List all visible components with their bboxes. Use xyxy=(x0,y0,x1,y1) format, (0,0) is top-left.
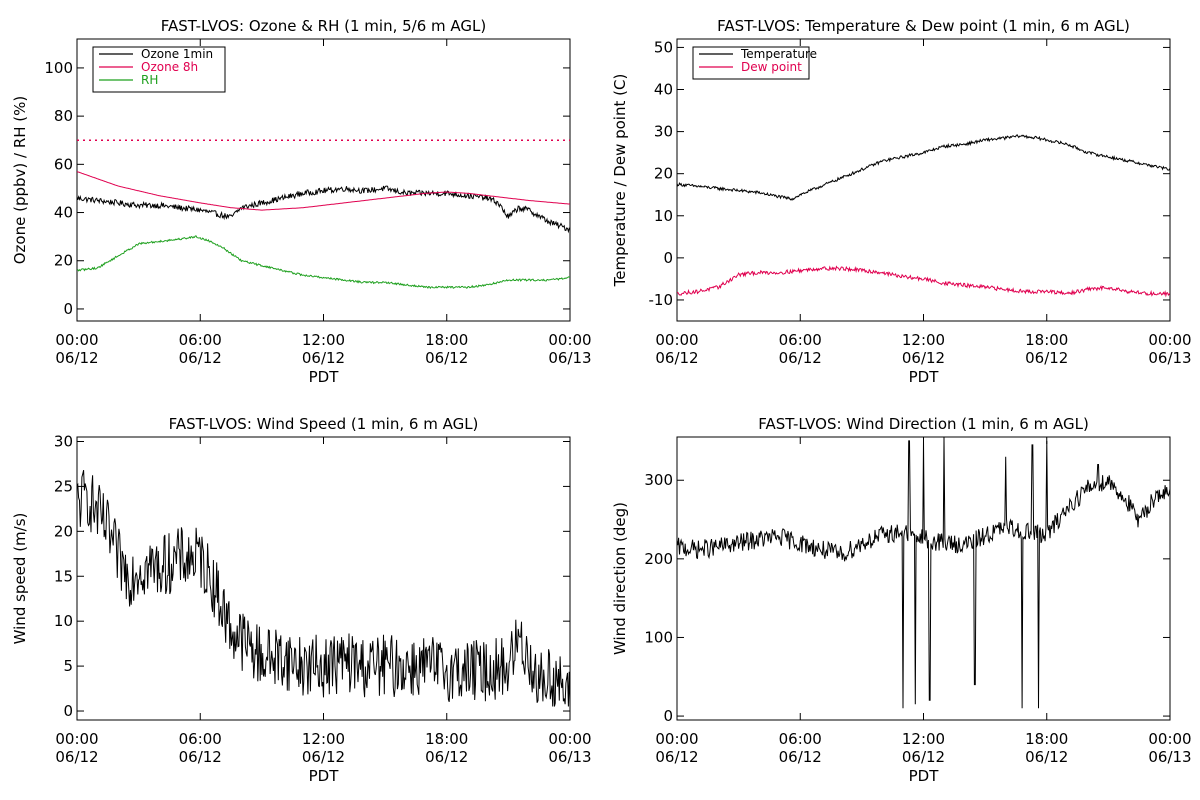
series-line-1 xyxy=(77,469,570,707)
x-tick-label: 06:00 xyxy=(779,331,822,349)
y-tick-label: 20 xyxy=(54,252,73,270)
y-tick-label: 300 xyxy=(644,471,673,489)
y-tick-label: 20 xyxy=(654,165,673,183)
y-axis-label: Wind speed (m/s) xyxy=(11,513,29,645)
x-tick-label: 06:00 xyxy=(179,730,222,748)
x-tick-date-label: 06/12 xyxy=(902,349,945,367)
x-tick-date-label: 06/12 xyxy=(425,748,468,766)
x-tick-label: 18:00 xyxy=(425,331,468,349)
chart-title: FAST-LVOS: Wind Speed (1 min, 6 m AGL) xyxy=(169,415,479,433)
y-axis-label: Ozone (ppbv) / RH (%) xyxy=(11,96,29,265)
series-line-2 xyxy=(77,171,570,211)
x-tick-date-label: 06/12 xyxy=(425,349,468,367)
y-tick-label: 0 xyxy=(663,707,673,725)
y-tick-label: 30 xyxy=(654,123,673,141)
x-tick-date-label: 06/12 xyxy=(302,349,345,367)
y-tick-label: 100 xyxy=(644,628,673,646)
x-tick-label: 00:00 xyxy=(1148,331,1191,349)
x-tick-date-label: 06/12 xyxy=(179,349,222,367)
chart-panel-3: FAST-LVOS: Wind Speed (1 min, 6 m AGL) 0 5… xyxy=(11,415,592,785)
series-line-3 xyxy=(77,235,570,290)
x-tick-label: 18:00 xyxy=(1025,730,1068,748)
y-tick-label: 200 xyxy=(644,550,673,568)
legend-label: Dew point xyxy=(741,60,802,74)
x-tick-label: 12:00 xyxy=(302,331,345,349)
x-tick-date-label: 06/13 xyxy=(548,748,591,766)
x-tick-date-label: 06/12 xyxy=(1025,349,1068,367)
x-tick-label: 12:00 xyxy=(302,730,345,748)
y-tick-label: 10 xyxy=(54,612,73,630)
x-tick-date-label: 06/12 xyxy=(655,748,698,766)
x-tick-label: 18:00 xyxy=(425,730,468,748)
x-tick-label: 00:00 xyxy=(55,331,98,349)
x-tick-label: 00:00 xyxy=(655,730,698,748)
x-tick-label: 12:00 xyxy=(902,730,945,748)
x-tick-label: 12:00 xyxy=(902,331,945,349)
y-tick-label: 40 xyxy=(54,204,73,222)
y-tick-label: 60 xyxy=(54,155,73,173)
x-tick-date-label: 06/12 xyxy=(55,349,98,367)
series-line-1 xyxy=(677,134,1170,202)
x-axis-label: PDT xyxy=(309,368,340,386)
x-tick-date-label: 06/13 xyxy=(548,349,591,367)
y-tick-label: 10 xyxy=(654,207,673,225)
x-axis-label: PDT xyxy=(909,767,940,785)
x-tick-date-label: 06/12 xyxy=(902,748,945,766)
chart-title: FAST-LVOS: Ozone & RH (1 min, 5/6 m AGL) xyxy=(161,17,487,35)
y-tick-label: 15 xyxy=(54,567,73,585)
x-tick-date-label: 06/12 xyxy=(655,349,698,367)
x-axis-label: PDT xyxy=(909,368,940,386)
x-axis-label: PDT xyxy=(309,767,340,785)
chart-title: FAST-LVOS: Wind Direction (1 min, 6 m AG… xyxy=(758,415,1089,433)
x-tick-label: 18:00 xyxy=(1025,331,1068,349)
y-tick-label: -10 xyxy=(649,291,674,309)
y-tick-label: 5 xyxy=(63,657,73,675)
y-tick-label: 0 xyxy=(663,249,673,267)
chart-panel-2: FAST-LVOS: Temperature & Dew point (1 mi… xyxy=(611,17,1192,386)
y-tick-label: 50 xyxy=(654,38,673,56)
x-tick-date-label: 06/12 xyxy=(779,748,822,766)
x-tick-date-label: 06/12 xyxy=(55,748,98,766)
y-axis-label: Wind direction (deg) xyxy=(611,502,629,655)
x-tick-label: 00:00 xyxy=(655,331,698,349)
series-line-1 xyxy=(677,437,1170,709)
x-tick-label: 00:00 xyxy=(55,730,98,748)
y-tick-label: 0 xyxy=(63,300,73,318)
legend-label: Ozone 1min xyxy=(141,47,213,61)
y-tick-label: 30 xyxy=(54,432,73,450)
x-tick-date-label: 06/12 xyxy=(779,349,822,367)
x-tick-label: 06:00 xyxy=(779,730,822,748)
x-tick-label: 06:00 xyxy=(179,331,222,349)
legend-label: RH xyxy=(141,73,158,87)
x-tick-date-label: 06/12 xyxy=(1025,748,1068,766)
chart-panel-4: FAST-LVOS: Wind Direction (1 min, 6 m AG… xyxy=(611,415,1192,785)
legend-label: Temperature xyxy=(740,47,817,61)
x-tick-date-label: 06/12 xyxy=(179,748,222,766)
series-line-1 xyxy=(77,185,570,234)
chart-title: FAST-LVOS: Temperature & Dew point (1 mi… xyxy=(717,17,1130,35)
x-tick-label: 00:00 xyxy=(1148,730,1191,748)
x-tick-label: 00:00 xyxy=(548,331,591,349)
y-axis-label: Temperature / Dew point (C) xyxy=(611,74,629,288)
x-tick-date-label: 06/12 xyxy=(302,748,345,766)
y-tick-label: 40 xyxy=(654,81,673,99)
plot-frame xyxy=(676,38,1171,322)
legend-box xyxy=(692,46,810,80)
chart-panel-1: FAST-LVOS: Ozone & RH (1 min, 5/6 m AGL)… xyxy=(11,17,592,386)
y-tick-label: 25 xyxy=(54,477,73,495)
y-tick-label: 0 xyxy=(63,702,73,720)
x-tick-date-label: 06/13 xyxy=(1148,748,1191,766)
legend-label: Ozone 8h xyxy=(141,60,198,74)
y-tick-label: 20 xyxy=(54,522,73,540)
x-tick-date-label: 06/13 xyxy=(1148,349,1191,367)
y-tick-label: 80 xyxy=(54,107,73,125)
y-tick-label: 100 xyxy=(44,59,73,77)
series-line-2 xyxy=(677,265,1170,298)
x-tick-label: 00:00 xyxy=(548,730,591,748)
